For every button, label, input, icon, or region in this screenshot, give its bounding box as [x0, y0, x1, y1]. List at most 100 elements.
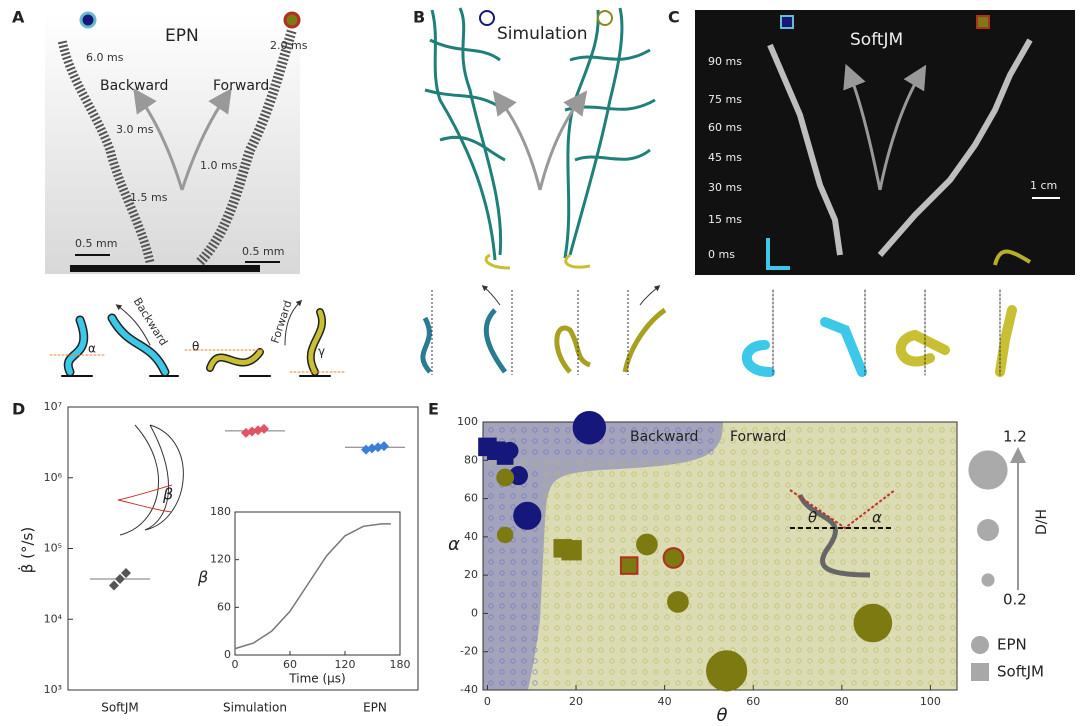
grid-dot [510, 647, 516, 653]
grid-dot [664, 625, 670, 631]
point [379, 441, 389, 452]
grid-dot [785, 427, 791, 433]
grid-dot [884, 493, 890, 499]
grid-dot [752, 515, 758, 521]
sketches-c [741, 289, 1017, 377]
grid-dot [543, 438, 549, 444]
grid-dot [598, 603, 604, 609]
grid-dot [774, 614, 780, 620]
grid-dot [609, 537, 615, 543]
grid-dot [939, 603, 945, 609]
marker [283, 11, 301, 29]
grid-dot [796, 515, 802, 521]
grid-dot [697, 548, 703, 554]
grid-dot [939, 658, 945, 664]
grid-dot [554, 493, 560, 499]
marker [976, 15, 990, 29]
grid-dot [675, 537, 681, 543]
grid-dot [488, 581, 494, 587]
grid-dot [686, 526, 692, 532]
grid-dot [576, 647, 582, 653]
grid-dot [686, 493, 692, 499]
grid-dot [697, 504, 703, 510]
grid-dot [598, 548, 604, 554]
grid-dot [719, 493, 725, 499]
grid-dot [510, 504, 516, 510]
grid-dot [939, 493, 945, 499]
grid-dot [774, 548, 780, 554]
grid-dot [851, 581, 857, 587]
grid-dot [785, 680, 791, 686]
y-axis-label: β̇ (°/s) [18, 527, 37, 573]
grid-dot [741, 504, 747, 510]
grid-dot [609, 636, 615, 642]
grid-dot [730, 460, 736, 466]
grid-dot [763, 625, 769, 631]
grid-dot [598, 493, 604, 499]
grid-dot [829, 548, 835, 554]
grid-dot [620, 548, 626, 554]
grid-dot [554, 603, 560, 609]
grid-dot [565, 592, 571, 598]
grid-dot [851, 504, 857, 510]
grid-dot [576, 449, 582, 455]
grid-dot [829, 680, 835, 686]
grid-dot [543, 625, 549, 631]
grid-dot [939, 537, 945, 543]
grid-dot [532, 636, 538, 642]
grid-dot [895, 592, 901, 598]
grid-dot [719, 570, 725, 576]
grid-dot [543, 471, 549, 477]
grid-dot [543, 482, 549, 488]
grid-dot [939, 570, 945, 576]
grid-dot [675, 449, 681, 455]
grid-dot [818, 669, 824, 675]
grid-dot [719, 427, 725, 433]
grid-dot [840, 537, 846, 543]
grid-dot [510, 658, 516, 664]
grid-dot [895, 603, 901, 609]
inset-frame [234, 511, 401, 656]
grid-dot [532, 625, 538, 631]
grid-dot [950, 592, 956, 598]
grid-dot [686, 504, 692, 510]
grid-dot [642, 449, 648, 455]
grid-dot [708, 471, 714, 477]
grid-dot [884, 581, 890, 587]
grid-dot [917, 625, 923, 631]
grid-dot [785, 482, 791, 488]
grid-dot [741, 548, 747, 554]
grid-dot [785, 537, 791, 543]
grid-dot [807, 471, 813, 477]
grid-dot [950, 581, 956, 587]
grid-dot [598, 515, 604, 521]
grid-dot [521, 493, 527, 499]
grid-dot [774, 669, 780, 675]
inset-label: θ [808, 509, 817, 527]
grid-dot [697, 581, 703, 587]
grid-dot [499, 614, 505, 620]
grid-dot [642, 614, 648, 620]
grid-dot [554, 427, 560, 433]
grid-dot [554, 515, 560, 521]
grid-dot [631, 427, 637, 433]
grid-dot [598, 460, 604, 466]
beta-angle [117, 484, 173, 513]
grid-dot [631, 460, 637, 466]
grid-dot [741, 581, 747, 587]
grid-dot [653, 471, 659, 477]
grid-dot [862, 449, 868, 455]
grid-dot [510, 625, 516, 631]
grid-dot [620, 592, 626, 598]
grid-dot [884, 460, 890, 466]
grid-dot [686, 614, 692, 620]
grid-dot [532, 669, 538, 675]
grid-dot [488, 669, 494, 675]
grid-dot [631, 526, 637, 532]
grid-dot [851, 559, 857, 565]
grid-dot [752, 669, 758, 675]
grid-dot [939, 427, 945, 433]
x-tick-label: 0 [484, 695, 491, 708]
x-tick-label: EPN [363, 701, 387, 715]
grid-dot [785, 570, 791, 576]
